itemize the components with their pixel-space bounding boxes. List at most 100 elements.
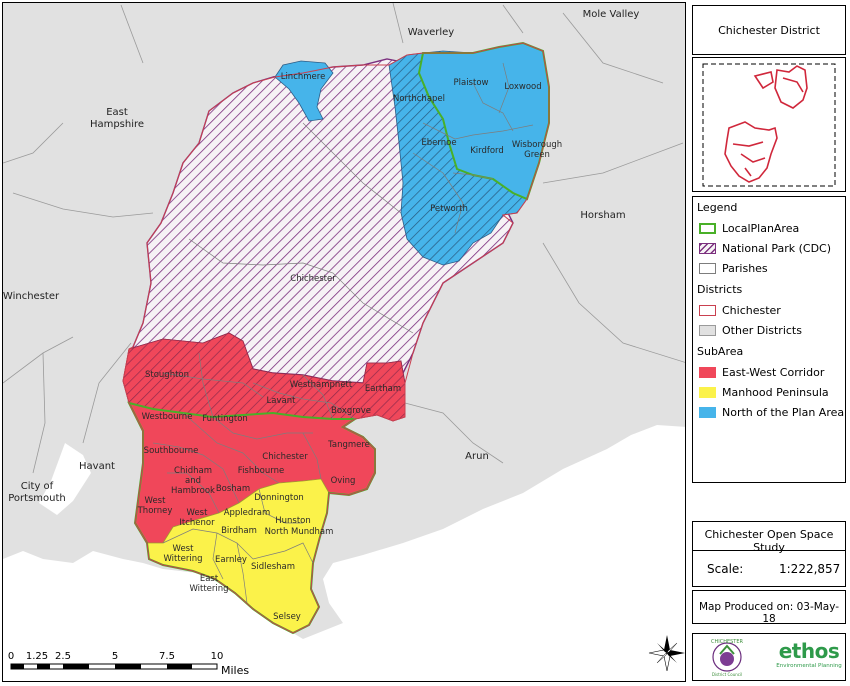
localplan-swatch: [699, 222, 716, 234]
label-northchapel: Northchapel: [393, 94, 445, 104]
produced-panel: Map Produced on: 03-May-18: [692, 590, 846, 625]
legend-item-manhood: Manhood Peninsula: [699, 385, 829, 399]
label-line: East: [106, 107, 128, 118]
scale-value: 1:222,857: [779, 562, 841, 576]
manhood-swatch: [699, 386, 716, 398]
legend-label: Manhood Peninsula: [722, 385, 829, 399]
label-line: Portsmouth: [8, 493, 66, 504]
label-winchester: Winchester: [3, 291, 60, 302]
label-east-hampshire: East Hampshire: [90, 107, 144, 130]
legend-label: National Park (CDC): [722, 241, 832, 255]
legend-item-parishes: Parishes: [699, 261, 768, 275]
label-line: Wisborough: [512, 140, 562, 150]
subarea-linchmere: [274, 60, 334, 122]
label-kirdford: Kirdford: [470, 146, 504, 156]
label-southbourne: Southbourne: [144, 446, 199, 456]
label-eartham: Eartham: [365, 384, 401, 394]
map-frame[interactable]: Mole Valley Waverley East Hampshire Horsh…: [2, 2, 686, 682]
label-loxwood: Loxwood: [504, 82, 541, 92]
other-district-swatch: [699, 324, 716, 336]
scale-tick-label: 2.5: [55, 651, 71, 662]
label-westbourne: Westbourne: [142, 412, 193, 422]
label-linchmere: Linchmere: [281, 72, 326, 82]
logo-panel: CHICHESTER District Council ethos Enviro…: [692, 633, 846, 681]
study-panel: Chichester Open Space Study Scale: 1:222…: [692, 521, 846, 587]
scale-unit: Miles: [221, 664, 249, 677]
label-line: Itchenor: [179, 518, 215, 528]
label-chidham: Chidham and Hambrook: [171, 466, 215, 496]
label-sidlesham: Sidlesham: [251, 562, 295, 572]
label-earnley: Earnley: [215, 555, 247, 565]
label-boxgrove: Boxgrove: [331, 406, 371, 416]
label-chichester-city: Chichester: [262, 452, 308, 462]
label-east-wittering: East Wittering: [189, 574, 228, 594]
ethos-tagline: Environmental Planning: [776, 663, 842, 669]
label-line: Wittering: [163, 554, 202, 564]
legend-label: Other Districts: [722, 323, 802, 337]
scale-tick-label: 5: [112, 651, 118, 662]
divider: [693, 550, 845, 551]
label-ebernoe: Ebernoe: [421, 138, 456, 148]
map-title: Chichester District: [718, 24, 820, 37]
label-line: Hampshire: [90, 119, 144, 130]
label-line: City of: [21, 481, 54, 492]
title-panel: Chichester District: [692, 5, 846, 55]
label-wisborough: Wisborough Green: [512, 140, 562, 160]
north-arrow-icon: [648, 635, 685, 672]
label-line: West: [173, 544, 195, 554]
scale-label: Scale:: [707, 562, 744, 576]
scale-tick-label: 1.25: [26, 651, 48, 662]
legend-item-national-park: National Park (CDC): [699, 241, 831, 255]
legend-heading: Legend: [697, 201, 738, 214]
label-selsey: Selsey: [273, 612, 301, 622]
label-lavant: Lavant: [267, 396, 297, 406]
label-fishbourne: Fishbourne: [238, 466, 284, 476]
label-line: West: [145, 496, 167, 506]
label-stoughton: Stoughton: [145, 370, 189, 380]
legend-label: North of the Plan Area: [722, 405, 845, 419]
harbour-inlet: [39, 443, 91, 515]
legend-item-other-districts: Other Districts: [699, 323, 802, 337]
label-line: West: [187, 508, 209, 518]
hatch-swatch: [699, 242, 716, 254]
label-tangmere: Tangmere: [327, 440, 370, 450]
scale-tick-label: 0: [8, 651, 14, 662]
label-west-thorney: West Thorney: [137, 496, 173, 516]
svg-text:CHICHESTER: CHICHESTER: [711, 639, 744, 645]
scale-bar: 0 1.25 2.5 5 7.5 10 Miles: [8, 651, 250, 677]
neighbour-labels: Mole Valley Waverley East Hampshire Horsh…: [3, 9, 639, 504]
scale-tick-label: 7.5: [159, 651, 175, 662]
legend-districts-heading: Districts: [697, 283, 743, 296]
district-swatch: [699, 304, 716, 316]
svg-text:District Council: District Council: [712, 672, 742, 677]
label-west-wittering: West Wittering: [163, 544, 202, 564]
label-line: Hambrook: [171, 486, 215, 496]
legend-label: Chichester: [722, 303, 781, 317]
north-swatch: [699, 406, 716, 418]
legend-label: East-West Corridor: [722, 365, 825, 379]
legend-item-chichester: Chichester: [699, 303, 781, 317]
label-petworth: Petworth: [430, 204, 468, 214]
label-horsham: Horsham: [580, 210, 625, 221]
legend-label: LocalPlanArea: [722, 221, 800, 235]
label-west-itchenor: West Itchenor: [179, 508, 215, 528]
label-line: Thorney: [137, 506, 173, 516]
parish-boundaries: [152, 62, 534, 604]
label-hunston: Hunston: [275, 516, 311, 526]
label-bosham: Bosham: [216, 484, 250, 494]
council-logo: CHICHESTER District Council: [711, 639, 744, 677]
scale-tick-label: 10: [211, 651, 224, 662]
legend-label: Parishes: [722, 261, 768, 275]
map-canvas[interactable]: Mole Valley Waverley East Hampshire Horsh…: [3, 3, 686, 682]
east-west-swatch: [699, 366, 716, 378]
parish-labels: Linchmere Northchapel Plaistow Loxwood E…: [137, 72, 563, 622]
label-oving: Oving: [331, 476, 356, 486]
label-chichester-np: Chichester: [290, 274, 336, 284]
label-plaistow: Plaistow: [454, 78, 489, 88]
district-outline: [122, 42, 550, 634]
parish-swatch: [699, 262, 716, 274]
label-westhampnett: Westhampnett: [290, 380, 353, 390]
label-arun: Arun: [465, 451, 489, 462]
label-line: East: [200, 574, 219, 584]
legend-item-east-west: East-West Corridor: [699, 365, 824, 379]
